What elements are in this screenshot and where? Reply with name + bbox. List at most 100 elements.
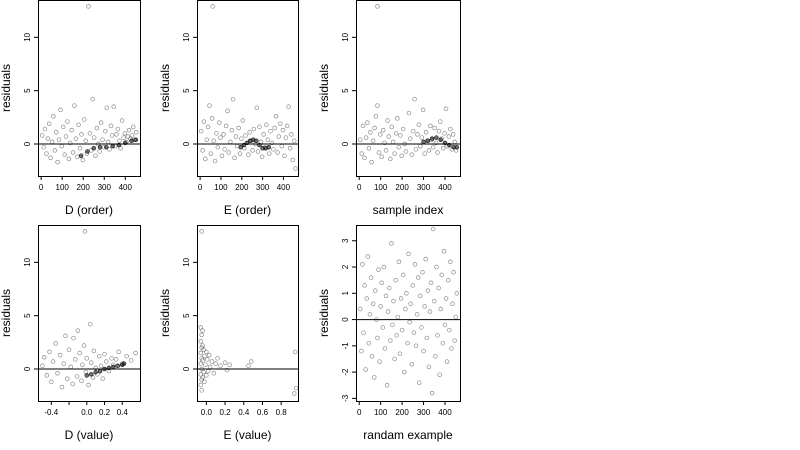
data-point — [70, 381, 75, 387]
y-tick-label: 0 — [23, 366, 32, 371]
data-point — [68, 364, 74, 370]
outlier-point — [82, 229, 88, 234]
data-point — [198, 372, 203, 377]
x-tick-label: 0 — [357, 408, 362, 417]
data-point — [49, 139, 55, 145]
data-point — [251, 126, 257, 132]
data-point — [384, 382, 390, 388]
data-point — [364, 296, 369, 301]
trend-point — [241, 142, 247, 148]
data-point — [275, 150, 280, 155]
data-point — [246, 152, 251, 157]
data-point — [70, 150, 76, 155]
data-point — [212, 158, 218, 164]
data-point — [401, 369, 407, 375]
data-point — [225, 108, 230, 114]
data-point — [279, 143, 285, 149]
data-point — [282, 153, 287, 158]
data-point — [383, 148, 389, 153]
data-point — [133, 130, 139, 135]
data-point — [218, 135, 223, 140]
y-tick-label: -2 — [341, 368, 350, 376]
data-point — [54, 130, 59, 135]
trend-point — [129, 138, 134, 144]
data-point — [367, 312, 373, 317]
data-point — [388, 156, 393, 162]
data-point — [377, 132, 383, 137]
data-point — [405, 340, 410, 346]
data-point — [60, 124, 66, 130]
data-point — [103, 128, 108, 134]
data-point — [74, 374, 80, 379]
trend-point — [97, 144, 103, 150]
trend-point — [102, 366, 107, 372]
data-point — [236, 125, 241, 131]
data-point — [380, 127, 386, 133]
y-tick-label: -3 — [341, 394, 350, 402]
data-point — [203, 156, 208, 162]
data-point — [409, 152, 415, 157]
trend-point — [91, 146, 96, 151]
data-point — [366, 340, 372, 346]
data-point — [286, 104, 291, 109]
data-point — [133, 350, 138, 356]
x-tick-label: 400 — [438, 183, 452, 192]
data-point — [292, 391, 297, 396]
data-point — [412, 96, 417, 102]
y-tick-label: 3 — [341, 238, 350, 243]
data-point — [198, 350, 203, 356]
data-point — [261, 132, 266, 137]
data-point — [284, 123, 290, 129]
x-tick-label: 0.0 — [201, 408, 213, 417]
data-point — [419, 325, 424, 330]
data-point — [451, 270, 456, 275]
data-point — [199, 356, 204, 361]
data-point — [222, 360, 228, 365]
x-tick-label: 200 — [395, 183, 409, 192]
data-point — [425, 288, 431, 293]
trend-point — [123, 140, 128, 146]
data-point — [207, 103, 212, 108]
data-point — [109, 356, 114, 361]
data-point — [111, 104, 116, 109]
x-tick-label: 100 — [214, 183, 228, 192]
plot-panel-sample-index: 0 100 200 300 400 0 5 10 sample index residuals — [317, 0, 461, 217]
trend-point — [88, 372, 94, 377]
trend-point — [93, 369, 98, 375]
data-point — [368, 275, 374, 280]
trend-point — [121, 361, 127, 366]
data-point — [372, 125, 377, 131]
data-point — [86, 382, 91, 388]
data-point — [410, 283, 416, 288]
x-tick-label: 0.2 — [219, 408, 231, 417]
y-tick-label: 1 — [341, 291, 350, 296]
data-point — [90, 96, 95, 102]
data-point — [389, 241, 394, 246]
data-point — [243, 133, 248, 138]
data-point — [77, 146, 83, 151]
data-point — [416, 122, 422, 128]
data-point — [199, 332, 204, 338]
data-point — [76, 122, 81, 128]
data-point — [422, 151, 427, 156]
data-point — [428, 280, 434, 286]
data-point — [83, 138, 88, 144]
data-point — [437, 372, 442, 377]
data-point — [84, 356, 90, 361]
data-point — [206, 352, 212, 358]
y-tick-label: 10 — [182, 32, 191, 41]
y-tick-label: 0 — [341, 317, 350, 322]
data-point — [417, 380, 422, 385]
data-point — [435, 333, 440, 338]
data-point — [276, 134, 282, 139]
data-point — [441, 249, 447, 254]
y-tick-label: 0 — [182, 366, 191, 371]
data-point — [371, 375, 377, 380]
data-point — [386, 134, 392, 139]
y-axis-label: residuals — [0, 289, 13, 337]
x-tick-label: 200 — [77, 183, 91, 192]
data-point — [77, 350, 82, 356]
data-point — [404, 291, 409, 296]
data-point — [365, 120, 370, 125]
data-point — [369, 354, 375, 359]
